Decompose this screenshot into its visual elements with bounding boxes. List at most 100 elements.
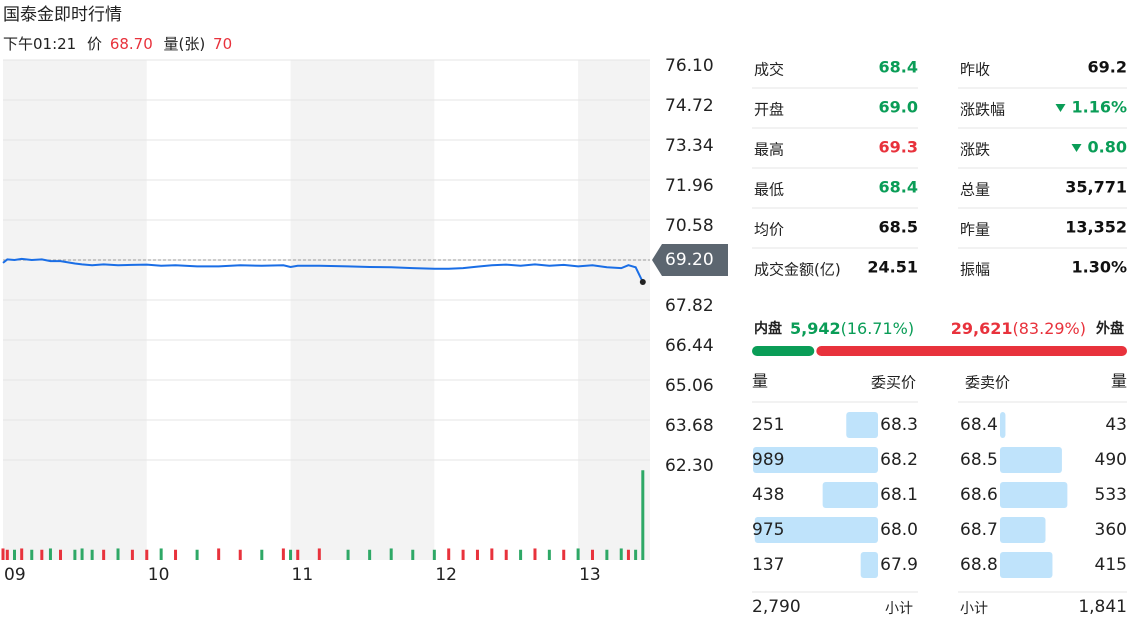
title: 国泰金即时行情	[3, 5, 122, 25]
ask-price: 68.8	[960, 555, 998, 575]
volume-bar	[289, 549, 293, 560]
volume-bar	[116, 548, 120, 560]
bid-price: 68.0	[880, 520, 918, 540]
bid-total-label: 小计	[885, 601, 913, 617]
outer-volume: 29,621	[951, 319, 1013, 338]
volume-bar	[40, 549, 44, 560]
volume-bar	[447, 548, 451, 560]
volume-bar	[73, 549, 77, 560]
volume-bar	[174, 549, 178, 560]
ask-price: 68.4	[960, 415, 998, 435]
price: 68.70	[110, 35, 153, 53]
volume-bar	[20, 548, 24, 560]
quote-label: 均价	[754, 221, 784, 239]
ask-bar	[1000, 447, 1062, 473]
quote-label: 成交金额(亿)	[754, 261, 841, 279]
ask-bar	[1000, 412, 1006, 438]
quote-value: 0.80	[1088, 138, 1127, 157]
volume-bar	[619, 548, 623, 560]
ask-volume: 490	[1095, 450, 1127, 470]
bid-volume: 438	[752, 485, 784, 505]
quote-label: 最低	[754, 181, 784, 199]
volume-bar	[590, 549, 594, 560]
quote-label: 涨跌幅	[960, 101, 1005, 119]
inner-bar	[752, 346, 815, 356]
reference-tag	[652, 244, 728, 276]
last-price-dot	[639, 279, 646, 286]
y-tick-label: 76.10	[665, 56, 714, 76]
volume-bar	[13, 549, 17, 560]
volume-bar	[1, 548, 5, 560]
book-header: 委买价	[871, 374, 916, 392]
ask-price: 68.6	[960, 485, 998, 505]
quote-value: 68.4	[879, 178, 918, 197]
down-arrow-icon	[1055, 104, 1066, 112]
volume: 70	[213, 35, 232, 53]
quote-value: 69.3	[879, 138, 918, 157]
time-band	[290, 60, 435, 560]
quote-label: 总量	[960, 181, 990, 199]
ask-volume: 360	[1095, 520, 1127, 540]
bid-price: 67.9	[880, 555, 918, 575]
time: 下午01:21	[3, 35, 76, 53]
quote-value: 1.30%	[1071, 258, 1127, 277]
ask-bar	[1000, 552, 1053, 578]
quote-label: 昨量	[960, 221, 990, 239]
quote-value: 1.16%	[1071, 98, 1127, 117]
volume-bar	[317, 548, 321, 560]
volume-bar	[562, 549, 566, 560]
y-tick-label: 69.20	[665, 250, 714, 270]
ask-bar	[1000, 517, 1046, 543]
quote-label: 成交	[754, 61, 784, 79]
ask-volume: 415	[1095, 555, 1127, 575]
volume-bar	[461, 549, 465, 560]
book-header: 量	[752, 372, 768, 391]
x-tick-label: 09	[4, 565, 26, 585]
volume-bar	[533, 548, 537, 560]
outer-pct: (83.29%)	[1013, 319, 1087, 338]
bid-bar	[846, 412, 878, 438]
price-label: 价	[87, 35, 102, 53]
quote-label: 昨收	[960, 61, 990, 79]
volume-bar	[504, 549, 508, 560]
bid-total: 2,790	[752, 597, 801, 617]
volume-bar	[80, 548, 84, 560]
volume-bar	[368, 549, 372, 560]
volume-bar	[30, 549, 34, 560]
inner-volume: 5,942	[790, 319, 841, 338]
ask-total-label: 小计	[960, 601, 988, 617]
y-tick-label: 67.82	[665, 296, 714, 316]
down-arrow-icon	[1071, 144, 1082, 152]
bid-price: 68.3	[880, 415, 918, 435]
ask-total: 1,841	[1078, 597, 1127, 617]
volume-bar	[145, 549, 149, 560]
y-tick-label: 63.68	[665, 416, 714, 436]
volume-bar	[634, 549, 638, 560]
time-band	[578, 60, 650, 560]
x-tick-label: 12	[435, 565, 457, 585]
volume-bar	[576, 548, 580, 560]
y-tick-label: 74.72	[665, 96, 714, 116]
bid-volume: 251	[752, 415, 784, 435]
quote-value: 69.0	[879, 98, 918, 117]
quote-label: 最高	[754, 141, 784, 159]
volume-bar	[217, 548, 221, 560]
book-header: 量	[1111, 372, 1127, 391]
volume-bar	[102, 549, 106, 560]
bid-bar	[860, 552, 878, 578]
volume-label: 量(张)	[164, 35, 206, 53]
y-tick-label: 70.58	[665, 216, 714, 236]
inner-flow: 内盘 5,942(16.71%)	[754, 319, 914, 338]
ask-volume: 533	[1095, 485, 1127, 505]
volume-bar	[547, 549, 551, 560]
ask-bar	[1000, 482, 1068, 508]
bid-bar	[754, 517, 878, 543]
volume-bar	[5, 549, 9, 560]
bid-price: 68.2	[880, 450, 918, 470]
volume-bar	[475, 549, 479, 560]
volume-bar	[605, 549, 609, 560]
x-tick-label: 11	[292, 565, 314, 585]
outer-flow: 29,621(83.29%)	[951, 319, 1086, 338]
volume-bar	[626, 549, 630, 560]
bid-price: 68.1	[880, 485, 918, 505]
